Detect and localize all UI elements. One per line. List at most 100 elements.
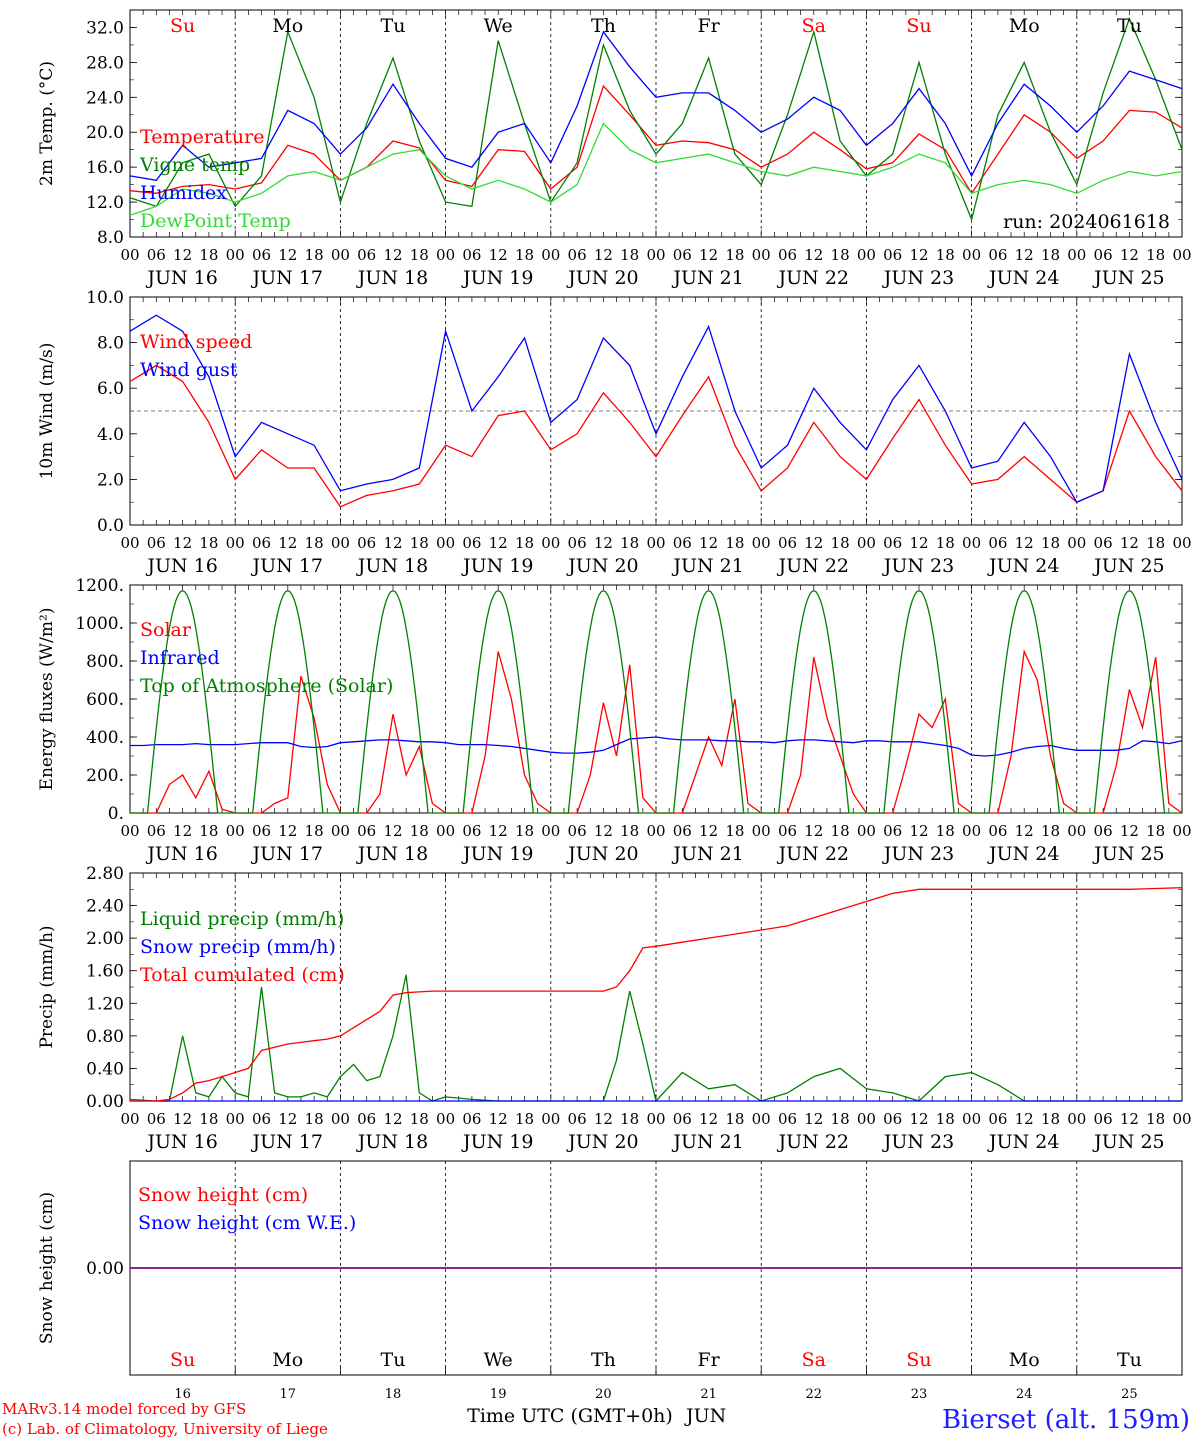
day-label: Mo (272, 1349, 303, 1371)
x-tick-label: 12 (594, 534, 613, 552)
x-tick-label: 06 (988, 1110, 1007, 1128)
x-tick-label: 00 (1172, 822, 1191, 840)
x-tick-label: 18 (725, 1110, 744, 1128)
x-tick-label: 12 (173, 822, 192, 840)
x-tick-label: 00 (962, 246, 981, 264)
x-tick-label: 00 (1172, 246, 1191, 264)
date-label: JUN 18 (356, 267, 428, 289)
x-tick-label: 06 (1094, 534, 1113, 552)
legend-entry: Humidex (140, 182, 227, 204)
y-tick-label: 1.20 (86, 994, 124, 1014)
x-tick-label: 18 (725, 534, 744, 552)
day-label: Su (170, 15, 195, 37)
legend-entry: DewPoint Temp (140, 210, 291, 232)
x-tick-label: 00 (1067, 822, 1086, 840)
x-tick-label: 00 (646, 1110, 665, 1128)
x-tick-label: 12 (594, 1110, 613, 1128)
x-tick-label: 00 (962, 822, 981, 840)
date-label: JUN 20 (566, 843, 638, 865)
date-label: JUN 23 (882, 267, 954, 289)
x-tick-label: 12 (909, 822, 928, 840)
y-tick-label: 16.0 (86, 158, 124, 178)
y-tick-label: 2.40 (86, 897, 124, 917)
y-tick-label: 24.0 (86, 88, 124, 108)
series-dewpoint-temp (129, 122, 1183, 216)
x-tick-label: 00 (541, 1110, 560, 1128)
x-tick-label: 12 (173, 534, 192, 552)
x-tick-label: 18 (515, 822, 534, 840)
x-tick-label: 06 (778, 246, 797, 264)
x-tick-label: 00 (226, 246, 245, 264)
x-tick-label: 12 (594, 822, 613, 840)
x-tick-label: 18 (199, 534, 218, 552)
day-label: Mo (1009, 15, 1040, 37)
x-tick-label: 18 (725, 822, 744, 840)
x-tick-label: 00 (541, 534, 560, 552)
y-tick-label: 400. (86, 728, 124, 748)
y-tick-label: 28.0 (86, 53, 124, 73)
x-tick-label: 12 (804, 1110, 823, 1128)
panel-3: 0. 200. 400. 600. 800. 1000. 1200. Energy fluxe… (37, 576, 1192, 865)
x-tick-label: 00 (331, 246, 350, 264)
x-tick-label: 06 (357, 534, 376, 552)
series-top-of-atmosphere-solar- (130, 589, 1182, 814)
date-label: JUN 25 (1092, 555, 1164, 577)
day-label: Mo (272, 15, 303, 37)
legend-entry: Snow precip (mm/h) (140, 936, 336, 958)
x-tick-label: 00 (857, 534, 876, 552)
date-label: JUN 23 (882, 843, 954, 865)
legend-entry: Infrared (140, 647, 220, 669)
y-tick-label: 800. (86, 652, 124, 672)
y-tick-label: 8.0 (97, 334, 124, 354)
x-tick-label: 12 (804, 822, 823, 840)
x-tick-label: 06 (673, 1110, 692, 1128)
legend-entry: Wind gust (140, 359, 238, 381)
x-tick-label: 00 (1067, 534, 1086, 552)
date-label: JUN 24 (987, 843, 1059, 865)
x-tick-label: 18 (620, 246, 639, 264)
x-tick-label: 00 (1067, 1110, 1086, 1128)
x-tick-label: 18 (620, 1110, 639, 1128)
x-tick-label: 06 (462, 1110, 481, 1128)
x-tick-label: 06 (883, 1110, 902, 1128)
day-label: Sa (802, 15, 826, 37)
day-label: Tu (1117, 15, 1142, 37)
x-tick-label: 00 (226, 822, 245, 840)
date-label: JUN 25 (1092, 843, 1164, 865)
x-tick-label: 12 (804, 246, 823, 264)
x-tick-label: 06 (147, 1110, 166, 1128)
x-tick-label: 06 (778, 822, 797, 840)
credit-line-lab: (c) Lab. of Climatology, University of L… (2, 1420, 328, 1438)
y-tick-label: 1200. (75, 576, 124, 596)
x-tick-label: 18 (410, 822, 429, 840)
x-tick-label: 06 (462, 822, 481, 840)
x-tick-label: 00 (331, 534, 350, 552)
x-tick-label: 00 (752, 246, 771, 264)
date-label: JUN 25 (1092, 1131, 1164, 1153)
x-tick-label: 00 (962, 1110, 981, 1128)
y-tick-label: 0.80 (86, 1027, 124, 1047)
day-label: We (484, 15, 513, 37)
x-tick-label: 12 (1120, 246, 1139, 264)
date-label: JUN 17 (251, 555, 323, 577)
x-tick-label: 06 (462, 534, 481, 552)
y-axis-label: 10m Wind (m/s) (37, 343, 57, 480)
date-label: JUN 22 (777, 843, 849, 865)
x-tick-label: 12 (383, 246, 402, 264)
panel-2: 0.0 2.0 4.0 6.0 8.0 10.0 10m Wind (m/s) Wind sp… (37, 288, 1192, 577)
credit-line-model: MARv3.14 model forced by GFS (2, 1400, 246, 1418)
date-label: JUN 23 (882, 1131, 954, 1153)
x-tick-label: 12 (1015, 246, 1034, 264)
date-label: JUN 19 (461, 555, 533, 577)
x-tick-label: 06 (1094, 246, 1113, 264)
x-tick-label: 18 (515, 1110, 534, 1128)
day-number: 17 (280, 1387, 297, 1402)
x-tick-label: 12 (594, 246, 613, 264)
day-number: 16 (174, 1387, 191, 1402)
legend-entry: Solar (140, 619, 192, 641)
x-tick-label: 06 (357, 246, 376, 264)
x-tick-label: 06 (988, 822, 1007, 840)
legend-entry: Vigne temp (139, 154, 250, 176)
x-tick-label: 12 (383, 534, 402, 552)
x-tick-label: 12 (699, 822, 718, 840)
